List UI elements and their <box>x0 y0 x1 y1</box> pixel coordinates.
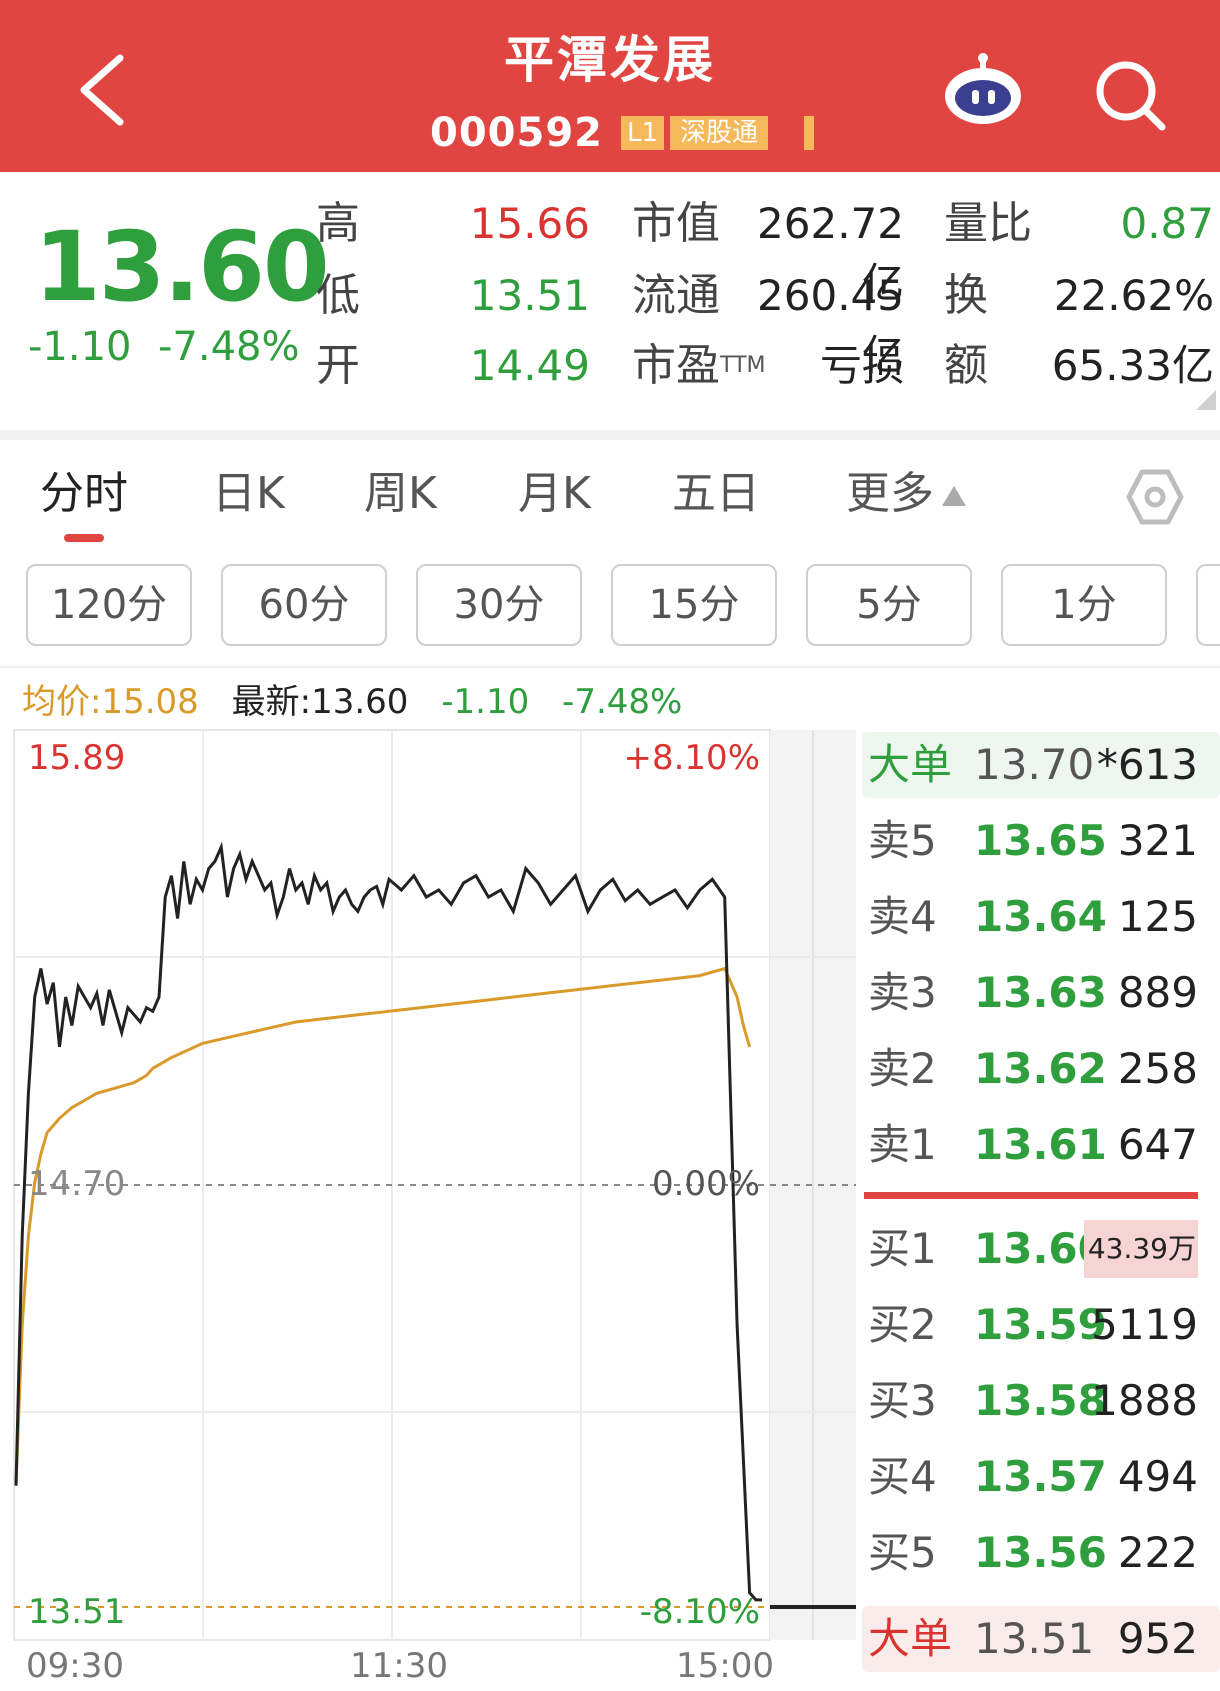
low-label: 低 <box>316 270 360 321</box>
pct-axis-top-label: +8.10% <box>623 738 761 778</box>
connect-badge[interactable]: 深股通 <box>670 116 769 150</box>
interval-more[interactable] <box>1196 564 1220 646</box>
mktcap-value: 262.72亿 <box>757 199 904 308</box>
ask-row: 卖3 13.63 889 <box>868 968 1198 1017</box>
tab-weekly-k[interactable]: 周K <box>364 468 437 519</box>
tab-daily-k[interactable]: 日K <box>212 468 285 519</box>
ask-row: 卖5 13.65 321 <box>868 816 1198 865</box>
last-price: 13.60 <box>34 211 330 323</box>
tab-five-day[interactable]: 五日 <box>672 468 760 519</box>
pct-axis-bottom-label: -8.10% <box>639 1592 760 1632</box>
avg-price: 均价:15.08 <box>22 682 199 722</box>
latest-price: 最新:13.60 <box>231 682 409 722</box>
x-tick-label: 11:30 <box>350 1646 448 1686</box>
back-arrow-icon[interactable] <box>70 50 140 130</box>
interval-60m[interactable]: 60分 <box>221 564 387 646</box>
pe-value: 亏损 <box>819 341 904 390</box>
chart-info-line: 均价:15.08 最新:13.60 -1.10 -7.48% <box>22 678 704 726</box>
pct-axis-mid-label: 0.00% <box>651 1164 760 1204</box>
active-tab-indicator <box>64 534 104 542</box>
ask-row: 卖4 13.64 125 <box>868 892 1198 941</box>
price-change-pct: -7.48% <box>158 324 300 370</box>
ask-row: 卖2 13.62 258 <box>868 1044 1198 1093</box>
y-axis-bottom-label: 13.51 <box>28 1592 126 1632</box>
order-book: 大单 13.70 *613 卖5 13.65 321 卖4 13.64 125 卖3 13… <box>862 728 1220 1691</box>
x-tick-label: 15:00 <box>676 1646 774 1686</box>
bid-row: 买2 13.59 5119 <box>868 1300 1198 1349</box>
bid-ask-divider <box>864 1192 1198 1199</box>
interval-1m[interactable]: 1分 <box>1001 564 1167 646</box>
stock-code-line: 000592 L1 深股通 <box>430 110 815 156</box>
vol-ratio-value: 0.87 <box>1120 199 1214 248</box>
open-label: 开 <box>316 340 360 391</box>
robot-assistant-icon[interactable] <box>940 48 1026 128</box>
mktcap-label: 市值 <box>632 198 720 249</box>
level-badge: L1 <box>621 116 665 150</box>
tab-intraday[interactable]: 分时 <box>40 468 128 519</box>
expand-corner-icon[interactable] <box>1196 390 1216 410</box>
big-order-top[interactable]: 大单 13.70 *613 <box>862 732 1220 798</box>
intraday-chart[interactable]: 15.89 14.70 13.51 +8.10% 0.00% -8.10% 09… <box>0 728 860 1691</box>
amount-label: 额 <box>944 340 988 391</box>
interval-chips: 120分 60分 30分 15分 5分 1分 <box>0 560 1220 650</box>
interval-15m[interactable]: 15分 <box>611 564 777 646</box>
chart-tabs: 分时 日K 周K 月K 五日 更多 <box>0 440 1220 550</box>
quote-panel: 13.60 -1.10 -7.48% 高 低 开 15.66 13.51 14.… <box>0 172 1220 430</box>
y-axis-top-label: 15.89 <box>28 738 126 778</box>
bid-row: 买5 13.56 222 <box>868 1528 1198 1577</box>
turnover-label: 换 <box>944 270 988 321</box>
low-value: 13.51 <box>469 271 590 320</box>
tab-monthly-k[interactable]: 月K <box>518 468 591 519</box>
turnover-value: 22.62% <box>1053 271 1214 320</box>
bid-row: 买3 13.58 1888 <box>868 1376 1198 1425</box>
stock-code: 000592 <box>430 110 603 156</box>
interval-30m[interactable]: 30分 <box>416 564 582 646</box>
intraday-chart-svg <box>13 729 856 1641</box>
x-tick-label: 09:30 <box>26 1646 124 1686</box>
float-label: 流通 <box>632 270 720 321</box>
info-change-pct: -7.48% <box>562 682 683 722</box>
bid-volume-highlight <box>1084 1220 1198 1278</box>
big-order-bottom[interactable]: 大单 13.51 952 <box>862 1606 1220 1672</box>
price-change: -1.10 <box>28 324 132 370</box>
price-line <box>14 841 762 1602</box>
open-value: 14.49 <box>469 341 590 390</box>
bid-row: 买4 13.57 494 <box>868 1452 1198 1501</box>
amount-value: 65.33亿 <box>1051 341 1214 390</box>
high-value: 15.66 <box>469 199 590 248</box>
avg-price-line <box>14 966 752 1486</box>
tab-more[interactable]: 更多 <box>846 464 966 524</box>
settings-hexagon-icon[interactable] <box>1126 468 1184 526</box>
triangle-up-icon <box>942 486 966 506</box>
info-change: -1.10 <box>441 682 530 722</box>
chips-divider <box>0 666 1220 668</box>
vol-ratio-label: 量比 <box>944 198 1032 249</box>
section-divider <box>0 430 1220 440</box>
y-axis-mid-label: 14.70 <box>28 1164 126 1204</box>
status-bar <box>804 116 815 150</box>
bid-row: 买1 13.60 43.39万 <box>862 1216 1220 1282</box>
stock-header: 平潭发展 000592 L1 深股通 <box>0 0 1220 172</box>
interval-120m[interactable]: 120分 <box>26 564 192 646</box>
pe-label: 市盈TTM <box>632 340 766 391</box>
interval-5m[interactable]: 5分 <box>806 564 972 646</box>
stock-name: 平潭发展 <box>504 31 716 89</box>
high-label: 高 <box>316 198 360 249</box>
ask-row: 卖1 13.61 647 <box>868 1120 1198 1169</box>
float-value: 260.45亿 <box>757 271 904 380</box>
search-icon[interactable] <box>1090 55 1170 135</box>
